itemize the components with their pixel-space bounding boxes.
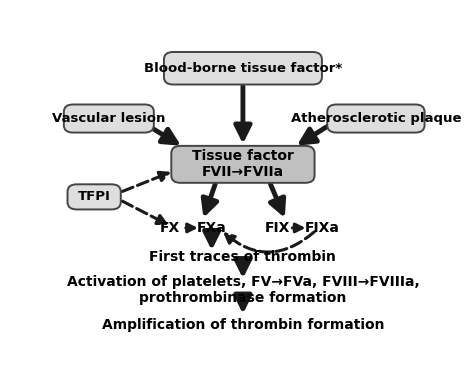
Text: Activation of platelets, FV→FVa, FVIII→FVIIIa,
prothrombinase formation: Activation of platelets, FV→FVa, FVIII→F… (66, 275, 419, 305)
Text: First traces of thrombin: First traces of thrombin (149, 250, 337, 265)
Text: Vascular lesion: Vascular lesion (52, 112, 165, 125)
Text: FXa: FXa (197, 221, 227, 235)
FancyBboxPatch shape (164, 52, 322, 84)
FancyBboxPatch shape (64, 104, 154, 132)
Text: Tissue factor
FVII→FVIIa: Tissue factor FVII→FVIIa (192, 149, 294, 179)
Text: TFPI: TFPI (78, 190, 110, 204)
Text: FIX: FIX (265, 221, 291, 235)
Text: Atherosclerotic plaque: Atherosclerotic plaque (291, 112, 461, 125)
FancyBboxPatch shape (67, 184, 121, 209)
Text: Blood-borne tissue factor*: Blood-borne tissue factor* (144, 62, 342, 75)
Text: Amplification of thrombin formation: Amplification of thrombin formation (102, 318, 384, 333)
FancyBboxPatch shape (171, 146, 315, 183)
Text: FX: FX (159, 221, 180, 235)
FancyBboxPatch shape (327, 104, 425, 132)
Text: FIXa: FIXa (304, 221, 339, 235)
